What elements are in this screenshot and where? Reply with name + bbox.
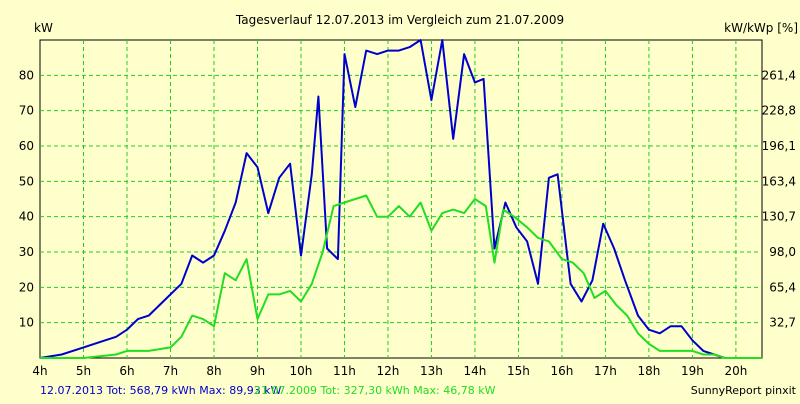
y-tick-label-right: 163,4	[762, 174, 796, 188]
y-tick-label-left: 80	[19, 68, 34, 82]
legend-2009: 21.07.2009 Tot: 327,30 kWh Max: 46,78 kW	[254, 384, 496, 397]
x-tick-label: 6h	[119, 364, 134, 378]
y-tick-label-right: 130,7	[762, 210, 796, 224]
y-axis-right-unit: kW/kWp [%]	[724, 21, 798, 35]
series-line-s2009	[40, 194, 762, 359]
y-tick-label-left: 30	[19, 245, 34, 259]
x-tick-label: 7h	[163, 364, 178, 378]
y-tick-label-right: 98,0	[769, 245, 796, 259]
x-tick-label: 5h	[76, 364, 91, 378]
x-tick-label: 16h	[550, 364, 573, 378]
y-tick-label-left: 60	[19, 139, 34, 153]
x-tick-label: 15h	[507, 364, 530, 378]
x-tick-label: 19h	[681, 364, 704, 378]
legend-2013: 12.07.2013 Tot: 568,79 kWh Max: 89,93 kW	[40, 384, 282, 397]
y-tick-label-right: 32,7	[769, 316, 796, 330]
y-tick-label-right: 228,8	[762, 104, 796, 118]
y-tick-label-left: 70	[19, 104, 34, 118]
x-tick-label: 17h	[594, 364, 617, 378]
y-tick-label-right: 65,4	[769, 280, 796, 294]
series-line-s2013	[39, 39, 762, 359]
chart-title: Tagesverlauf 12.07.2013 im Vergleich zum…	[235, 13, 564, 27]
tick-layer: 4h 5h 6h 7h 8h 9h 10h 11h 12h 13h 14h 15h 16h 17h 18h 1…	[19, 68, 796, 378]
y-tick-label-left: 40	[19, 210, 34, 224]
y-tick-label-left: 10	[19, 316, 34, 330]
x-tick-label: 8h	[206, 364, 221, 378]
x-tick-label: 11h	[333, 364, 356, 378]
series-layer	[39, 39, 762, 359]
x-tick-label: 10h	[290, 364, 313, 378]
x-tick-label: 13h	[420, 364, 443, 378]
x-tick-label: 12h	[377, 364, 400, 378]
y-axis-left-unit: kW	[34, 21, 53, 35]
y-tick-label-left: 50	[19, 174, 34, 188]
x-tick-label: 20h	[724, 364, 747, 378]
credit-text: SunnyReport pinxit	[691, 384, 797, 397]
grid-layer	[40, 40, 762, 358]
x-tick-label: 9h	[250, 364, 265, 378]
y-tick-label-left: 20	[19, 280, 34, 294]
x-tick-label: 4h	[32, 364, 47, 378]
x-tick-label: 18h	[637, 364, 660, 378]
x-tick-label: 14h	[464, 364, 487, 378]
y-tick-label-right: 261,4	[762, 68, 796, 82]
y-tick-label-right: 196,1	[762, 139, 796, 153]
plot-area	[39, 39, 763, 359]
